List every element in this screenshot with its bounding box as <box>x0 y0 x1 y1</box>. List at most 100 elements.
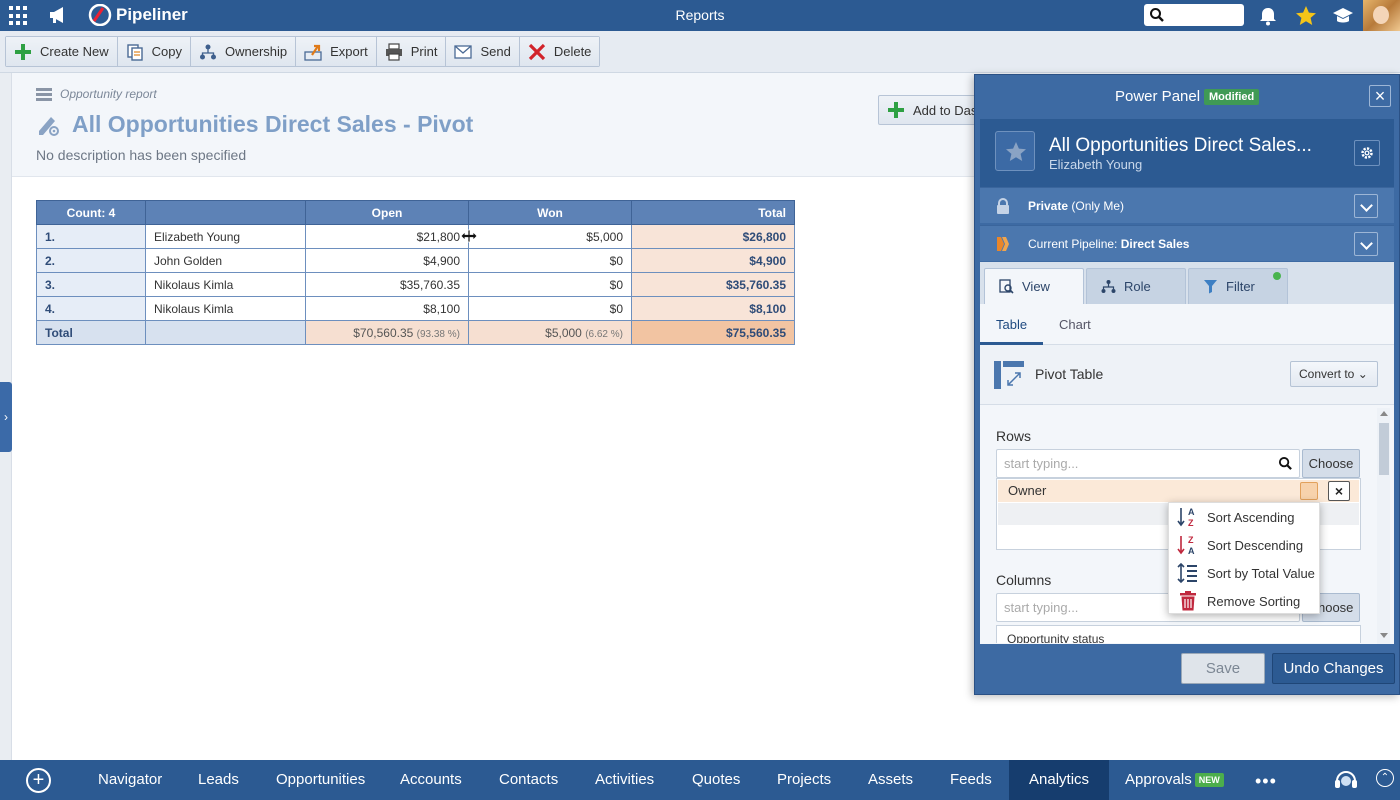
expand-sidebar-handle[interactable]: › <box>0 382 12 452</box>
report-type: Opportunity report <box>36 87 157 101</box>
nav-analytics[interactable]: Analytics <box>1009 760 1110 800</box>
tab-view-label: View <box>1022 279 1050 294</box>
ownership-hierarchy-icon <box>200 44 216 59</box>
row-won: $5,000 <box>468 224 632 249</box>
nav-accounts[interactable]: Accounts <box>400 771 462 788</box>
nav-leads[interactable]: Leads <box>198 771 239 788</box>
row-owner: Nikolaus Kimla <box>145 272 306 297</box>
row-total: $8,100 <box>631 296 795 321</box>
print-button[interactable]: Print <box>376 37 447 66</box>
total-row: Total $70,560.35 (93.38 %) $5,000 (6.62 … <box>36 320 795 345</box>
tab-filter[interactable]: Filter <box>1188 268 1288 304</box>
scroll-up-arrow[interactable] <box>1380 411 1388 416</box>
table-row: 3. Nikolaus Kimla $35,760.35 $0 $35,760.… <box>36 272 795 297</box>
columns-placeholder: start typing... <box>1004 600 1079 615</box>
won-header[interactable]: Won <box>468 200 632 225</box>
sort-ascending-label: Sort Ascending <box>1207 509 1295 525</box>
copy-button[interactable]: Copy <box>117 37 191 66</box>
row-open: $8,100 <box>305 296 469 321</box>
row-open: $4,900 <box>305 248 469 273</box>
bottom-navigation: + Navigator Leads Opportunities Accounts… <box>0 760 1400 800</box>
subtab-chart[interactable]: Chart <box>1059 317 1091 332</box>
star-icon <box>1006 142 1026 161</box>
export-button[interactable]: Export <box>296 37 377 66</box>
nav-quotes[interactable]: Quotes <box>692 771 741 788</box>
user-avatar[interactable] <box>1363 0 1400 31</box>
sort-toggle-icon[interactable] <box>1300 482 1318 500</box>
nav-activities[interactable]: Activities <box>595 771 655 788</box>
settings-button[interactable] <box>1354 140 1380 166</box>
panel-scrollbar[interactable] <box>1377 408 1390 644</box>
privacy-text: Private (Only Me) <box>1028 199 1124 213</box>
remove-sorting-item[interactable]: Remove Sorting <box>1169 587 1321 615</box>
more-menu-button[interactable]: ••• <box>1255 771 1277 791</box>
plus-icon <box>888 102 904 118</box>
ownership-button[interactable]: Ownership <box>191 37 297 66</box>
undo-changes-button[interactable]: Undo Changes <box>1272 653 1395 684</box>
headset-support-icon[interactable] <box>1333 767 1359 793</box>
row-total: $35,760.35 <box>631 272 795 297</box>
favorite-button[interactable] <box>995 131 1035 171</box>
tab-view[interactable]: View <box>984 268 1084 304</box>
apps-grid-icon[interactable] <box>9 6 29 26</box>
rows-label: Rows <box>996 428 1032 444</box>
sort-ascending-icon: AZ <box>1177 507 1195 528</box>
nav-assets[interactable]: Assets <box>868 771 914 788</box>
close-panel-button[interactable]: × <box>1369 85 1391 107</box>
bell-icon[interactable] <box>1258 6 1278 26</box>
scroll-down-arrow[interactable] <box>1380 633 1388 638</box>
nav-feeds[interactable]: Feeds <box>950 771 992 788</box>
row-owner: Nikolaus Kimla <box>145 296 306 321</box>
delete-button[interactable]: Delete <box>519 37 600 66</box>
scroll-thumb[interactable] <box>1379 423 1389 475</box>
quick-add-button[interactable]: + <box>26 768 51 793</box>
remove-chip-button[interactable]: × <box>1328 481 1350 501</box>
nav-approvals[interactable]: Approvals NEW <box>1125 760 1224 800</box>
favorites-star-icon[interactable] <box>1295 5 1317 27</box>
megaphone-icon[interactable] <box>48 6 68 24</box>
tab-role[interactable]: Role <box>1086 268 1186 304</box>
nav-opportunities[interactable]: Opportunities <box>276 771 366 788</box>
save-button[interactable]: Save <box>1181 653 1265 684</box>
nav-navigator[interactable]: Navigator <box>98 771 163 788</box>
send-button[interactable]: Send <box>446 37 520 66</box>
sort-by-total-item[interactable]: Sort by Total Value <box>1169 559 1321 587</box>
nav-projects[interactable]: Projects <box>777 771 832 788</box>
owner-row-chip[interactable]: Owner × <box>998 480 1359 502</box>
search-input[interactable] <box>1144 4 1244 26</box>
row-open: $21,800 <box>305 224 469 249</box>
create-new-button[interactable]: Create New <box>6 37 118 66</box>
graduation-cap-icon[interactable] <box>1332 6 1354 26</box>
owner-header[interactable] <box>145 200 306 225</box>
scroll-top-chevron-icon[interactable]: ⌃ <box>1376 769 1394 787</box>
total-header[interactable]: Total <box>631 200 795 225</box>
count-header[interactable]: Count: 4 <box>36 200 146 225</box>
row-won: $0 <box>468 248 632 273</box>
edit-settings-icon[interactable] <box>36 112 62 138</box>
privacy-row[interactable]: Private (Only Me) <box>980 187 1394 223</box>
open-header[interactable]: Open <box>305 200 469 225</box>
pivot-table: Count: 4 Open Won Total 1. Elizabeth You… <box>36 200 795 345</box>
svg-text:Z: Z <box>1188 518 1194 528</box>
sort-by-total-icon <box>1177 562 1197 584</box>
plus-icon <box>15 43 31 60</box>
printer-icon <box>385 42 402 61</box>
chevron-down-icon[interactable] <box>1354 232 1378 256</box>
chevron-down-icon[interactable] <box>1354 194 1378 218</box>
search-icon <box>1278 456 1292 470</box>
pipeliner-logo[interactable]: Pipeliner <box>88 4 188 26</box>
create-new-label: Create New <box>40 44 109 59</box>
tab-filter-label: Filter <box>1226 279 1255 294</box>
rows-choose-button[interactable]: Choose <box>1302 449 1360 478</box>
subtab-table[interactable]: Table <box>996 317 1028 332</box>
copy-icon <box>126 43 143 61</box>
ownership-label: Ownership <box>225 44 288 59</box>
rows-search-input[interactable]: start typing... <box>996 449 1300 478</box>
pipeline-row[interactable]: Current Pipeline: Direct Sales <box>980 225 1394 261</box>
delete-x-icon <box>528 43 545 60</box>
convert-to-dropdown[interactable]: Convert to ⌄ <box>1290 361 1378 387</box>
svg-text:Z: Z <box>1188 535 1194 545</box>
nav-contacts[interactable]: Contacts <box>499 771 559 788</box>
